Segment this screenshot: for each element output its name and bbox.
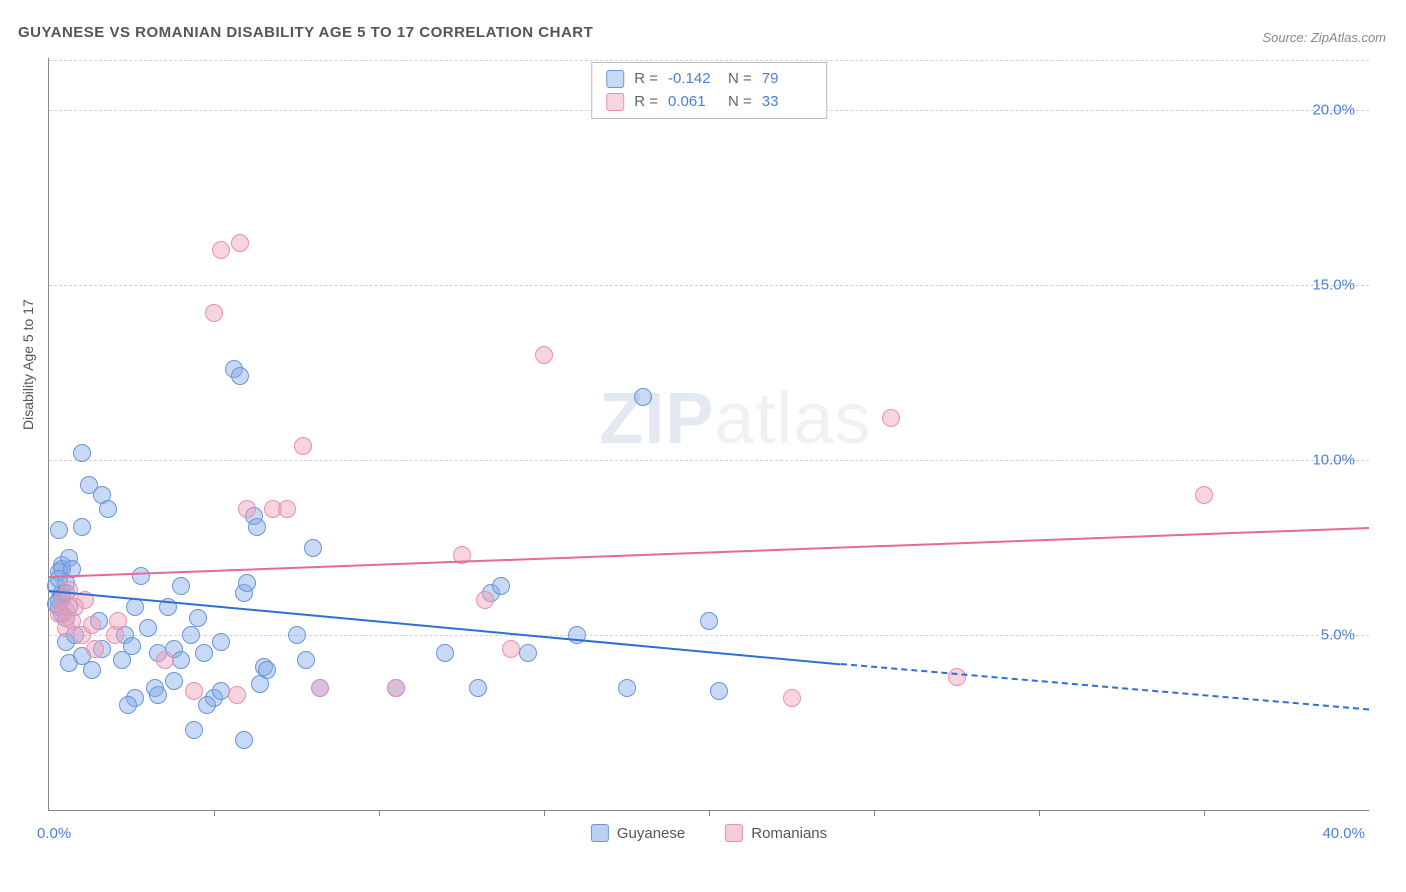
data-point [156, 651, 174, 669]
chart-plot-area: ZIPatlas 5.0%10.0%15.0%20.0%0.0%40.0%R =… [48, 58, 1369, 811]
data-point [149, 686, 167, 704]
data-point [783, 689, 801, 707]
data-point [436, 644, 454, 662]
data-point [476, 591, 494, 609]
chart-title: GUYANESE VS ROMANIAN DISABILITY AGE 5 TO… [18, 24, 593, 41]
data-point [1195, 486, 1213, 504]
data-point [119, 696, 137, 714]
data-point [238, 500, 256, 518]
x-tick [1204, 810, 1205, 816]
legend-label: Romanians [751, 825, 827, 842]
x-tick [709, 810, 710, 816]
legend-swatch [591, 824, 609, 842]
y-tick-label: 10.0% [1312, 452, 1355, 469]
data-point [710, 682, 728, 700]
data-point [73, 444, 91, 462]
data-point [700, 612, 718, 630]
data-point [172, 577, 190, 595]
data-point [83, 661, 101, 679]
y-tick-label: 20.0% [1312, 102, 1355, 119]
legend-row: R =0.061N =33 [606, 91, 812, 114]
correlation-legend: R =-0.142N =79R =0.061N =33 [591, 62, 827, 119]
data-point [238, 574, 256, 592]
data-point [228, 686, 246, 704]
series-legend: Guyanese Romanians [591, 824, 827, 842]
x-tick [379, 810, 380, 816]
data-point [205, 304, 223, 322]
data-point [535, 346, 553, 364]
data-point [123, 637, 141, 655]
data-point [172, 651, 190, 669]
legend-row: R =-0.142N =79 [606, 68, 812, 91]
data-point [235, 731, 253, 749]
data-point [294, 437, 312, 455]
data-point [165, 672, 183, 690]
data-point [618, 679, 636, 697]
data-point [99, 500, 117, 518]
data-point [189, 609, 207, 627]
data-point [304, 539, 322, 557]
gridline [49, 60, 1369, 61]
legend-label: Guyanese [617, 825, 685, 842]
data-point [126, 598, 144, 616]
data-point [83, 616, 101, 634]
data-point [248, 518, 266, 536]
gridline [49, 285, 1369, 286]
data-point [278, 500, 296, 518]
data-point [182, 626, 200, 644]
data-point [251, 675, 269, 693]
trend-line [841, 663, 1369, 710]
x-min-label: 0.0% [37, 825, 71, 842]
data-point [212, 682, 230, 700]
data-point [231, 367, 249, 385]
data-point [57, 619, 75, 637]
data-point [185, 682, 203, 700]
data-point [231, 234, 249, 252]
data-point [132, 567, 150, 585]
data-point [492, 577, 510, 595]
legend-item: Romanians [725, 824, 827, 842]
y-tick-label: 15.0% [1312, 277, 1355, 294]
data-point [297, 651, 315, 669]
data-point [73, 518, 91, 536]
data-point [948, 668, 966, 686]
trend-line [49, 527, 1369, 578]
data-point [60, 581, 78, 599]
data-point [212, 633, 230, 651]
x-tick [1039, 810, 1040, 816]
data-point [109, 612, 127, 630]
y-axis-title: Disability Age 5 to 17 [20, 299, 36, 430]
data-point [139, 619, 157, 637]
data-point [311, 679, 329, 697]
source-attribution: Source: ZipAtlas.com [1262, 30, 1386, 45]
data-point [86, 640, 104, 658]
data-point [212, 241, 230, 259]
data-point [882, 409, 900, 427]
data-point [195, 644, 213, 662]
data-point [288, 626, 306, 644]
gridline [49, 635, 1369, 636]
data-point [50, 521, 68, 539]
data-point [185, 721, 203, 739]
data-point [519, 644, 537, 662]
x-tick [874, 810, 875, 816]
data-point [502, 640, 520, 658]
data-point [387, 679, 405, 697]
x-tick [544, 810, 545, 816]
legend-swatch [606, 70, 624, 88]
x-max-label: 40.0% [1322, 825, 1365, 842]
legend-swatch [606, 93, 624, 111]
data-point [469, 679, 487, 697]
y-tick-label: 5.0% [1321, 627, 1355, 644]
legend-swatch [725, 824, 743, 842]
gridline [49, 460, 1369, 461]
data-point [198, 696, 216, 714]
data-point [634, 388, 652, 406]
x-tick [214, 810, 215, 816]
legend-item: Guyanese [591, 824, 685, 842]
